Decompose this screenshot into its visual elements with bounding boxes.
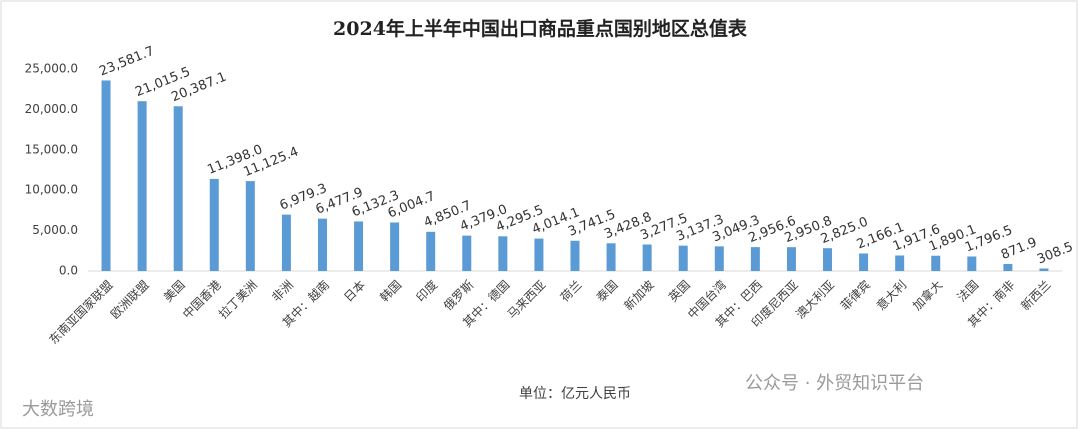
- y-tick-label: 0.0: [59, 264, 78, 278]
- bar: [426, 231, 436, 271]
- bar: [173, 106, 183, 271]
- y-tick-label: 5,000.0: [32, 223, 78, 237]
- bar: [714, 246, 724, 271]
- bar: [462, 235, 472, 271]
- y-tick-label: 15,000.0: [25, 142, 78, 156]
- bar: [101, 80, 111, 271]
- bar: [1039, 268, 1049, 271]
- watermark: 公众号 · 外贸知识平台: [745, 373, 924, 394]
- bar: [137, 101, 147, 271]
- bar: [859, 253, 869, 271]
- bar: [317, 218, 327, 271]
- bar: [750, 247, 760, 271]
- y-tick-label: 20,000.0: [25, 102, 78, 116]
- bar: [678, 245, 688, 271]
- bar: [534, 238, 544, 271]
- bar: [967, 256, 977, 271]
- bar: [1003, 263, 1013, 271]
- bar: [245, 181, 255, 271]
- bar: [209, 178, 219, 271]
- chart-title: 2024年上半年中国出口商品重点国别地区总值表: [333, 17, 748, 40]
- bar: [786, 247, 796, 271]
- bar: [498, 236, 508, 271]
- y-tick-label: 25,000.0: [25, 62, 78, 76]
- bar: [895, 255, 905, 271]
- bar: [354, 221, 364, 271]
- watermark: 大数跨境: [22, 399, 94, 420]
- bar: [931, 255, 941, 271]
- bar: [281, 214, 291, 271]
- bar: [823, 248, 833, 271]
- bar: [390, 222, 400, 271]
- bar: [570, 240, 580, 271]
- bar: [606, 243, 616, 271]
- bar: [642, 244, 652, 271]
- y-tick-label: 10,000.0: [25, 183, 78, 197]
- unit-note: 单位：亿元人民币: [519, 386, 631, 402]
